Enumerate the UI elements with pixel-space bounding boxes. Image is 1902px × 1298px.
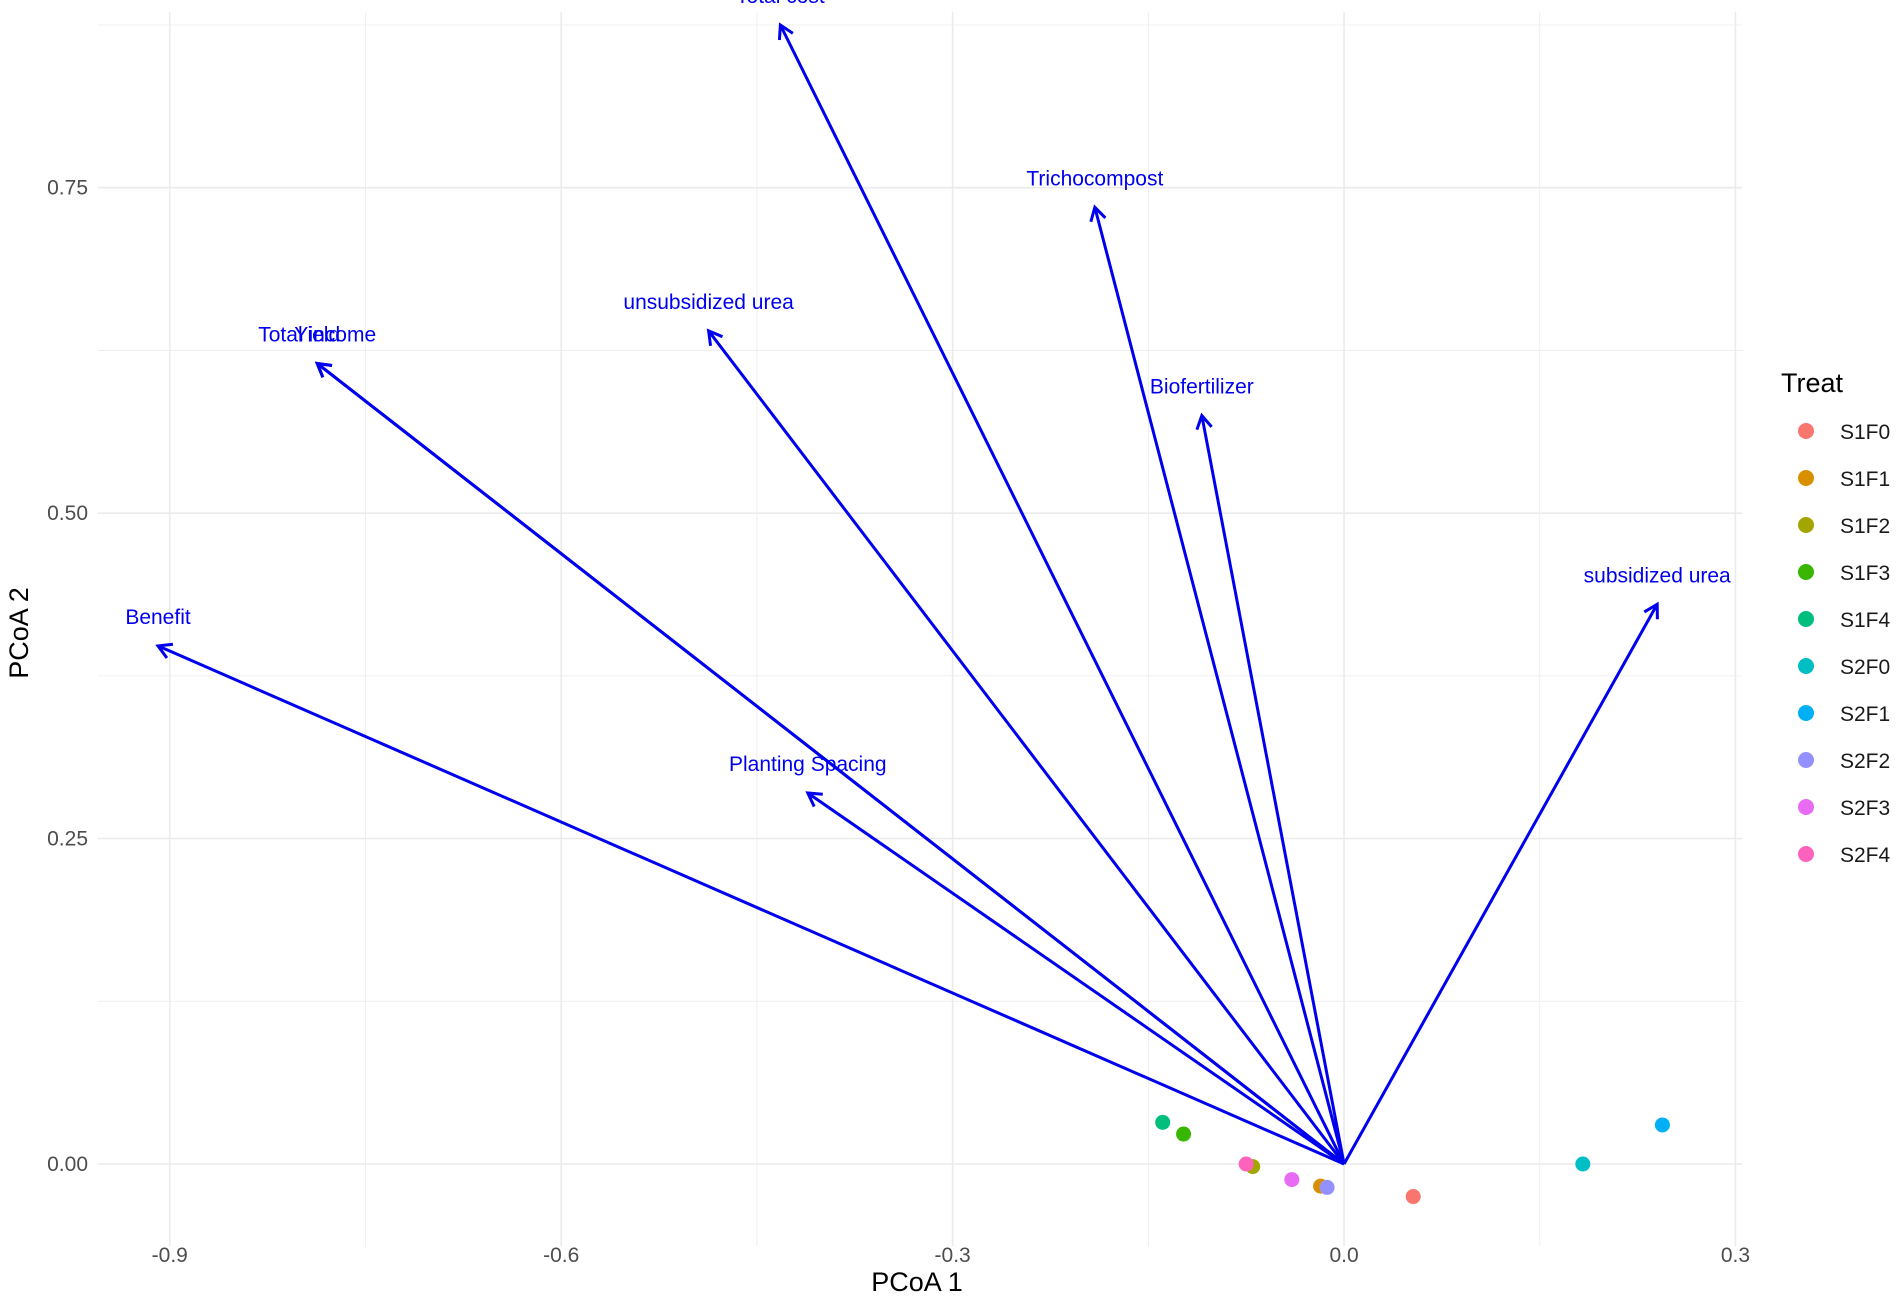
point-s1f3 xyxy=(1176,1126,1192,1142)
x-tick-label: -0.6 xyxy=(543,1244,579,1267)
y-tick-label: 0.25 xyxy=(47,828,88,851)
y-tick-label: 0.75 xyxy=(47,177,88,200)
legend-key xyxy=(1798,564,1814,580)
vector-arrowhead xyxy=(155,642,174,659)
point-s2f0 xyxy=(1575,1156,1591,1172)
point-s1f0 xyxy=(1405,1189,1421,1205)
vector-arrowhead xyxy=(1089,204,1107,223)
point-s2f3 xyxy=(1284,1172,1300,1188)
vector-arrowhead xyxy=(706,328,724,346)
vector-arrowhead xyxy=(777,22,794,41)
point-s2f1 xyxy=(1654,1117,1670,1133)
legend-label: S2F4 xyxy=(1840,844,1891,867)
x-axis-title: PCoA 1 xyxy=(871,1267,963,1297)
vector-arrowhead xyxy=(805,791,823,808)
y-axis-title: PCoA 2 xyxy=(4,587,34,679)
legend-key xyxy=(1798,423,1814,439)
point-s2f4 xyxy=(1238,1156,1254,1172)
legend-items: S1F0 S1F1 S1F2 S1F3 S1F4 S2F0 S2F1 S2F2 S2F3 S2F4 xyxy=(1798,421,1891,867)
point-s2f2 xyxy=(1319,1179,1335,1195)
vector-label: Planting Spacing xyxy=(729,753,887,776)
treatment-points xyxy=(1155,1114,1670,1205)
legend-label: S1F1 xyxy=(1840,468,1890,491)
vector-arrow xyxy=(1093,206,1346,1165)
vector-labels: Total cost Trichocompost unsubsidized urea… xyxy=(125,0,1731,776)
vector-label: Benefit xyxy=(125,606,191,629)
vector-label: Total income xyxy=(258,323,376,346)
vector-label: unsubsidized urea xyxy=(623,291,794,314)
axis-ticks: -0.9 -0.6 -0.3 0.0 0.3 0.00 0.25 0.50 0.75 xyxy=(47,177,1750,1267)
vector-arrow xyxy=(806,791,1345,1166)
legend-key xyxy=(1798,799,1814,815)
vector-label: subsidized urea xyxy=(1584,564,1731,587)
vector-label: Total cost xyxy=(736,0,825,8)
vector-label: Biofertilizer xyxy=(1150,376,1254,399)
x-tick-label: -0.3 xyxy=(935,1244,971,1267)
vector-arrow xyxy=(707,330,1346,1165)
x-tick-label: -0.9 xyxy=(152,1244,188,1267)
vector-arrow xyxy=(316,362,1345,1166)
y-tick-label: 0.50 xyxy=(47,502,88,525)
vector-arrowhead xyxy=(1643,601,1659,620)
legend-key xyxy=(1798,705,1814,721)
legend-label: S2F1 xyxy=(1840,703,1890,726)
legend-key xyxy=(1798,470,1814,486)
loading-vectors xyxy=(155,22,1659,1166)
vector-arrow xyxy=(1342,603,1659,1165)
legend-key xyxy=(1798,752,1814,768)
legend-key xyxy=(1798,658,1814,674)
legend-title: Treat xyxy=(1781,368,1844,398)
vector-arrow xyxy=(1200,415,1346,1165)
legend-label: S2F2 xyxy=(1840,750,1890,773)
vector-arrowhead xyxy=(1195,412,1213,431)
legend-label: S1F4 xyxy=(1840,609,1891,632)
vector-arrow xyxy=(157,644,1345,1166)
vector-arrow xyxy=(779,24,1346,1165)
vector-label: Trichocompost xyxy=(1026,167,1163,190)
grid-lines xyxy=(98,12,1742,1246)
legend-label: S2F0 xyxy=(1840,656,1890,679)
x-tick-label: 0.3 xyxy=(1721,1244,1750,1267)
y-tick-label: 0.00 xyxy=(47,1153,88,1176)
legend: Treat S1F0 S1F1 S1F2 S1F3 S1F4 S2F0 S2F1 S2F2 S2… xyxy=(1781,368,1891,867)
x-tick-label: 0.0 xyxy=(1329,1244,1358,1267)
legend-key xyxy=(1798,611,1814,627)
vector-label: Yield xyxy=(294,323,340,346)
legend-label: S2F3 xyxy=(1840,797,1890,820)
vector-arrowhead xyxy=(314,361,333,378)
legend-key xyxy=(1798,517,1814,533)
legend-label: S1F0 xyxy=(1840,421,1890,444)
legend-key xyxy=(1798,846,1814,862)
legend-label: S1F2 xyxy=(1840,515,1890,538)
point-s1f4 xyxy=(1155,1114,1171,1130)
legend-label: S1F3 xyxy=(1840,562,1890,585)
